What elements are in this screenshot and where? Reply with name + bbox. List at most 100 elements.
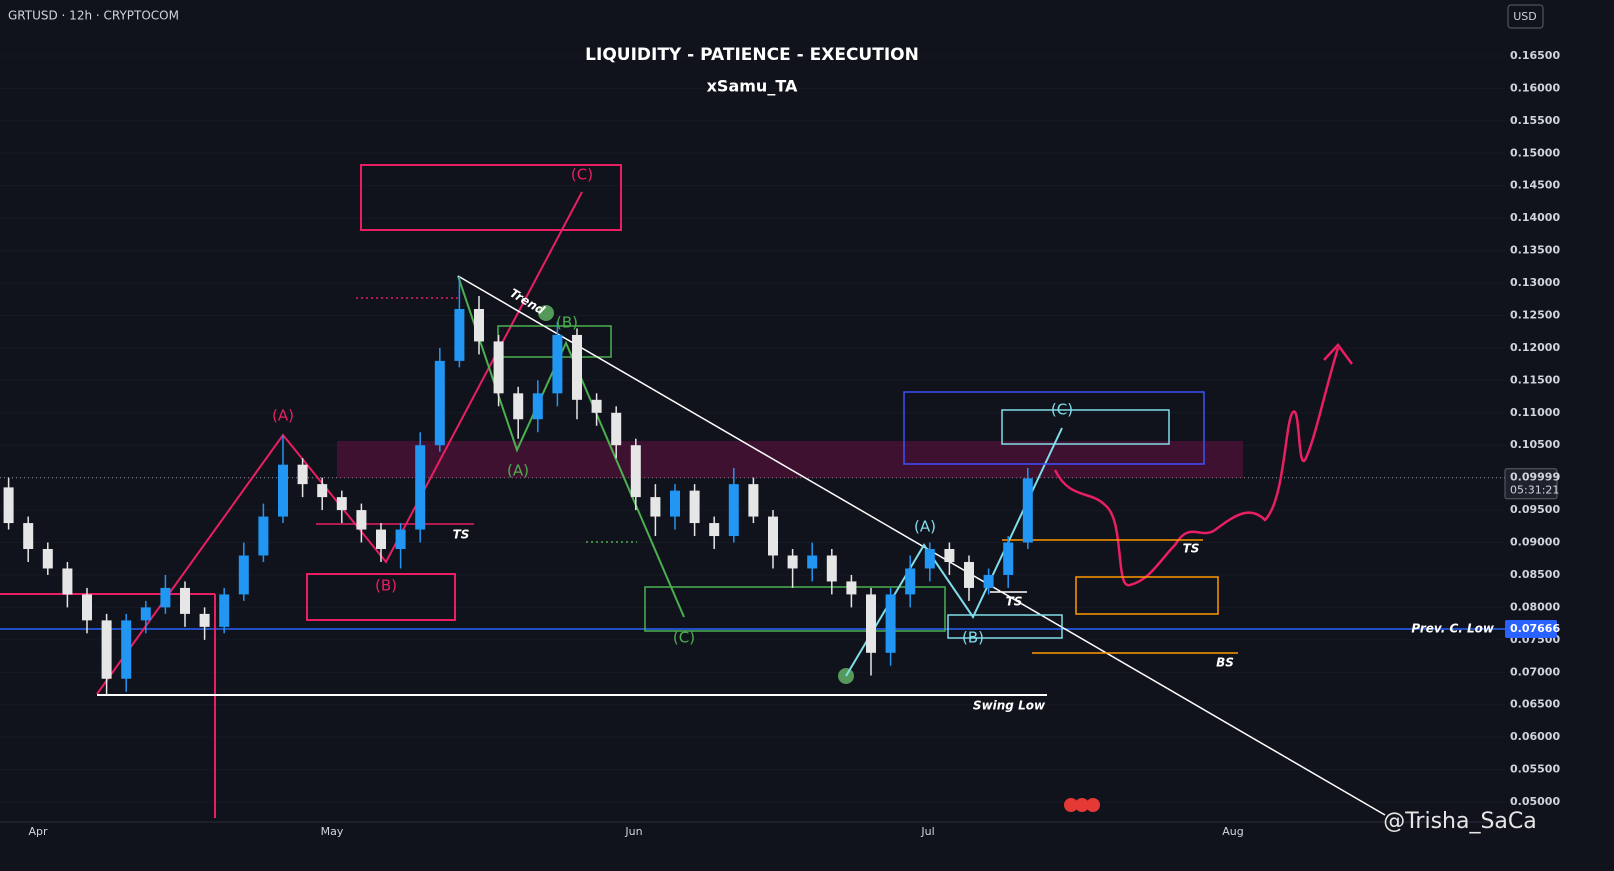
candle-body <box>650 497 661 517</box>
candle-body <box>140 607 151 621</box>
candle-body <box>846 581 857 595</box>
note: Swing Low <box>973 699 1046 713</box>
candle-body <box>709 523 720 537</box>
candle-body <box>395 529 406 550</box>
candle-body <box>297 464 308 485</box>
candle-body <box>728 484 739 537</box>
symbol-header: GRTUSD · 12h · CRYPTOCOM <box>8 9 179 23</box>
price-label-bg <box>1505 620 1557 639</box>
price-label-bg <box>1504 468 1558 500</box>
currency-badge <box>1507 4 1544 29</box>
candle-body <box>826 555 837 582</box>
wave-label: (A) <box>914 518 936 536</box>
candle-body <box>630 445 641 498</box>
candle-body <box>258 516 269 556</box>
orange-drawings <box>1002 539 1238 654</box>
y-tick-label: 0.15000 <box>1510 146 1560 159</box>
x-tick-label: Jun <box>624 825 642 838</box>
candle-body <box>787 555 798 569</box>
y-tick-label: 0.10500 <box>1510 438 1560 451</box>
note: BS <box>1216 656 1234 670</box>
y-tick-label: 0.07000 <box>1510 665 1560 678</box>
liquidity-zone <box>337 441 1243 478</box>
y-tick-label: 0.14500 <box>1510 179 1560 192</box>
candle-body <box>23 523 34 550</box>
watermark: @Trisha_SaCa <box>1383 809 1537 834</box>
candle-body <box>336 497 347 511</box>
candle-body <box>376 529 386 550</box>
cyan-drawings <box>845 409 1170 677</box>
wave-label: (B) <box>556 314 578 332</box>
candle-body <box>513 393 524 420</box>
target-box <box>360 164 622 231</box>
wave-label: (A) <box>272 407 294 425</box>
candle-body <box>317 484 328 498</box>
y-tick-label: 0.12000 <box>1510 341 1560 354</box>
y-tick-label: 0.12500 <box>1510 308 1560 321</box>
candle-body <box>944 549 955 562</box>
note: TS <box>453 528 470 542</box>
candle-body <box>454 308 465 361</box>
y-tick-label: 0.06000 <box>1510 730 1560 743</box>
target-box <box>903 391 1205 465</box>
candle-body <box>924 549 935 569</box>
x-tick-label: Jul <box>920 825 934 838</box>
candle-body <box>905 568 916 595</box>
countdown: 05:31:21 <box>1510 484 1559 497</box>
target-box <box>306 573 456 621</box>
candle-body <box>748 484 759 517</box>
candle-body <box>474 308 484 342</box>
y-tick-label: 0.13000 <box>1510 276 1560 289</box>
y-tick-label: 0.13500 <box>1510 244 1560 257</box>
y-tick-label: 0.14000 <box>1510 211 1560 224</box>
candles <box>3 276 1033 695</box>
note: TS <box>1006 595 1023 609</box>
y-tick-label: 0.09000 <box>1510 536 1560 549</box>
y-tick-label: 0.16000 <box>1510 81 1560 94</box>
y-tick-label: 0.06500 <box>1510 698 1560 711</box>
chart-title: LIQUIDITY - PATIENCE - EXECUTION <box>585 45 919 65</box>
candle-body <box>670 490 680 517</box>
candle-body <box>866 594 876 653</box>
candle-body <box>62 568 73 595</box>
candle-body <box>572 334 582 400</box>
candle-body <box>3 487 14 524</box>
candle-body <box>689 490 700 524</box>
wave-label: (A) <box>507 462 529 480</box>
x-tick-label: May <box>321 825 344 838</box>
candle-body <box>964 561 974 588</box>
pivot-dot <box>538 305 554 321</box>
y-tick-label: 0.05500 <box>1510 763 1560 776</box>
price-axis <box>1505 0 1614 871</box>
y-tick-label: 0.05000 <box>1510 795 1560 808</box>
x-tick-label: Apr <box>28 825 48 838</box>
prev-low-label: 0.07666 <box>1510 622 1560 635</box>
candle-body <box>415 445 426 530</box>
candle-body <box>356 510 367 530</box>
y-tick-label: 0.08500 <box>1510 568 1560 581</box>
wave-label: (C) <box>571 166 593 184</box>
candle-body <box>219 594 230 627</box>
note: TS <box>1183 542 1200 556</box>
candle-body <box>768 516 778 556</box>
candle-body <box>591 399 602 413</box>
candle-body <box>493 341 504 394</box>
candle-body <box>1022 478 1033 543</box>
events <box>1064 798 1100 812</box>
candle-body <box>434 360 445 446</box>
candle-body <box>238 555 249 595</box>
wave-label: (B) <box>375 577 397 595</box>
chart-subtitle: xSamu_TA <box>707 77 798 96</box>
candle-body <box>121 620 132 679</box>
y-tick-label: 0.11000 <box>1510 406 1560 419</box>
y-tick-label: 0.08000 <box>1510 600 1560 613</box>
candle-body <box>611 412 622 446</box>
currency: USD <box>1513 10 1537 23</box>
grid <box>0 55 1505 803</box>
candle-body <box>532 393 543 420</box>
candle-body <box>199 613 210 627</box>
candle-body <box>885 594 896 653</box>
candle-body <box>807 555 818 569</box>
